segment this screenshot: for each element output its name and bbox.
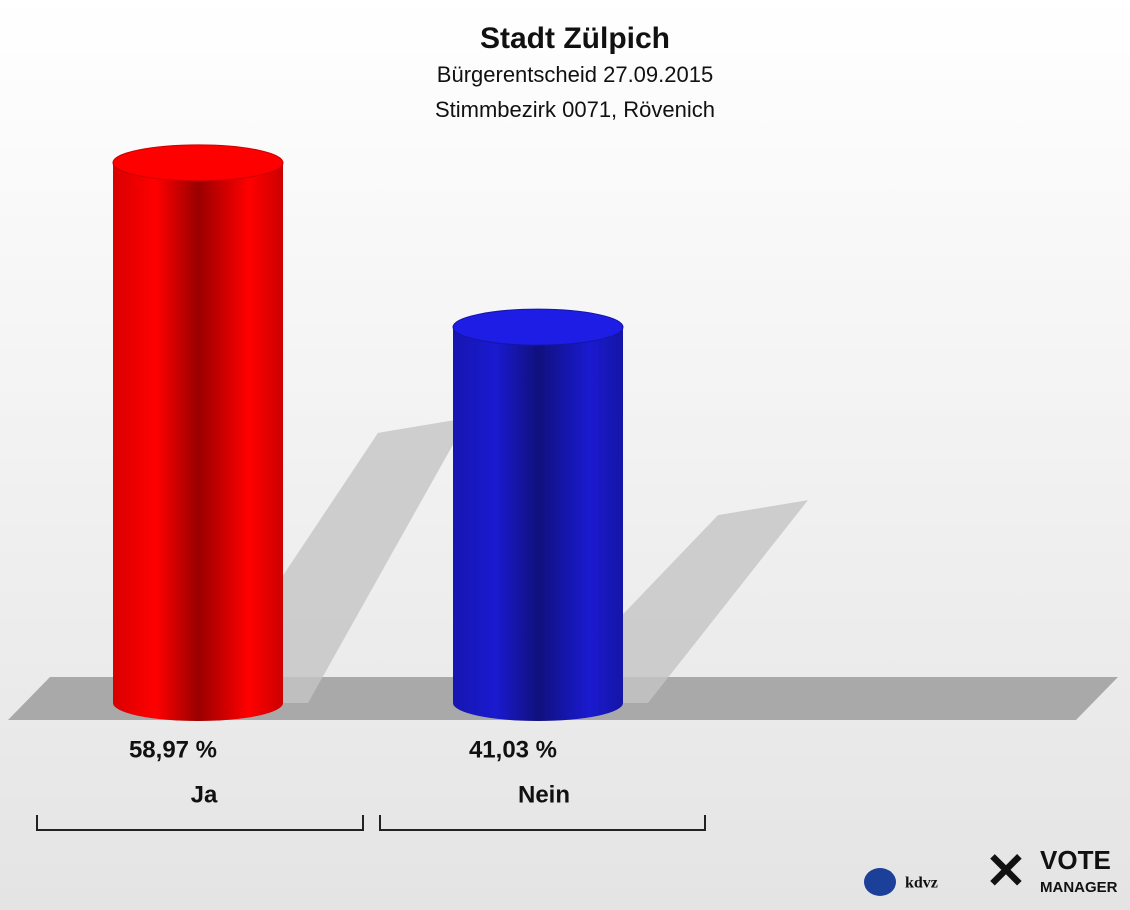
bar <box>453 327 623 721</box>
bracket-line <box>379 815 706 831</box>
chart-title: Stadt Zülpich <box>480 22 670 55</box>
logo-text: kdvz <box>905 875 938 892</box>
bar <box>113 162 283 722</box>
value-label: 58,97 % <box>129 736 217 763</box>
x-tick-label: Ja <box>191 781 218 808</box>
value-label: 41,03 % <box>469 736 557 763</box>
chart-subtitle: Stimmbezirk 0071, Rövenich <box>435 97 715 122</box>
logo-text: MANAGER <box>1040 879 1118 896</box>
logo-text: VOTE <box>1040 845 1111 875</box>
bar-top <box>452 308 624 346</box>
x-tick-label: Nein <box>518 781 570 808</box>
chart-subtitle: Bürgerentscheid 27.09.2015 <box>437 62 713 87</box>
logo-ball <box>864 868 896 896</box>
logo: kdvz VOTE MANAGER ✕ <box>864 843 1118 899</box>
bracket-line <box>36 815 364 831</box>
bracket <box>36 815 706 831</box>
bar-top <box>112 144 284 182</box>
logo-x: ✕ <box>985 843 1027 899</box>
